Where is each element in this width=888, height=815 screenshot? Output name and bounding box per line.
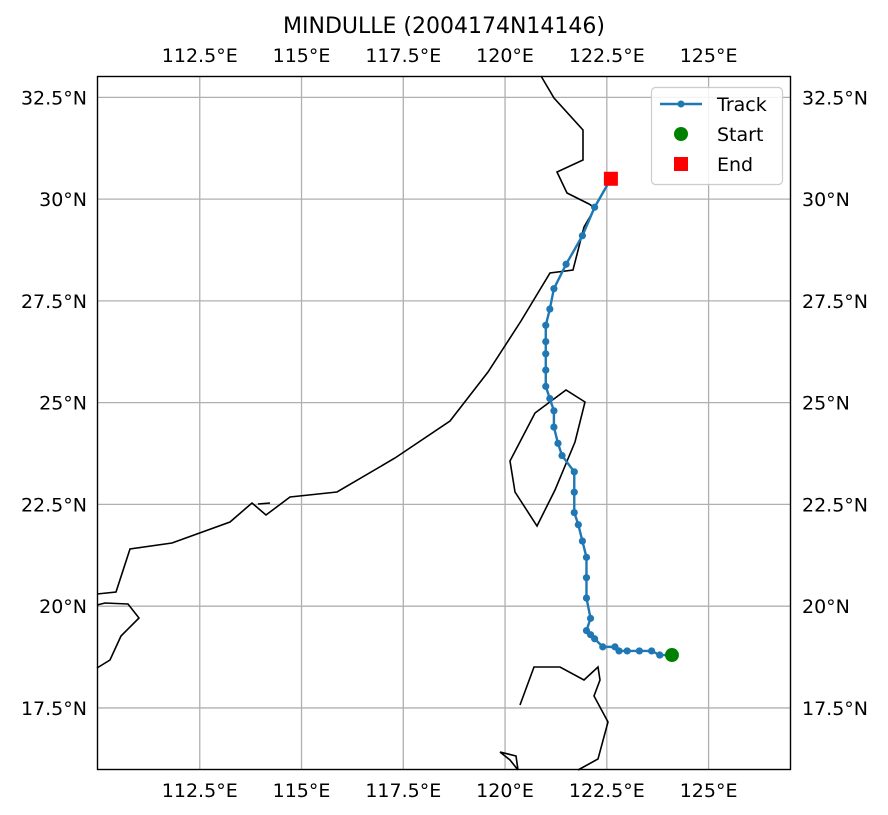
x-tick-label-bottom: 125°E: [680, 780, 738, 802]
x-tick-label-top: 115°E: [273, 45, 331, 67]
chart-title: MINDULLE (2004174N14146): [283, 14, 605, 39]
x-tick-label-top: 120°E: [476, 45, 534, 67]
track-point: [599, 643, 607, 651]
y-tick-label-right: 22.5°N: [802, 494, 868, 516]
track-point: [623, 647, 631, 655]
track-point: [542, 366, 550, 374]
y-tick-label-right: 20°N: [802, 596, 850, 618]
coastline-taiwan: [509, 389, 586, 528]
coastline-mainland: [96, 75, 597, 595]
legend-end-label: End: [717, 154, 753, 176]
legend-start-marker: [674, 127, 688, 141]
track-point: [570, 468, 578, 476]
track-point: [542, 350, 550, 358]
track-point: [648, 647, 656, 655]
coastline-luzon: [499, 665, 609, 771]
y-tick-label-right: 32.5°N: [802, 87, 868, 109]
x-tick-label-bottom: 112.5°E: [162, 780, 238, 802]
start-marker: [664, 648, 679, 663]
tick-labels: 112.5°E 112.5°E 115°E 115°E 117.5°E 117.5°E 12…: [21, 45, 868, 802]
x-tick-label-top: 117.5°E: [365, 45, 441, 67]
track-point: [554, 439, 562, 447]
track-point: [550, 407, 558, 415]
legend-end-marker: [674, 157, 688, 171]
y-tick-label-left: 32.5°N: [21, 87, 87, 109]
coastline-hainan: [96, 602, 141, 669]
track-line: [544, 178, 672, 657]
y-tick-label-left: 17.5°N: [21, 698, 87, 720]
track-point: [582, 553, 591, 561]
legend-track-label: Track: [716, 94, 767, 116]
x-tick-label-top: 125°E: [680, 45, 738, 67]
legend-start-label: Start: [717, 124, 763, 146]
x-tick-label-bottom: 122.5°E: [569, 780, 645, 802]
coastlines: [96, 75, 609, 771]
track-point: [582, 594, 591, 602]
y-tick-label-right: 27.5°N: [802, 291, 868, 313]
y-tick-label-left: 30°N: [39, 189, 87, 211]
track-point: [582, 627, 591, 635]
x-tick-label-bottom: 115°E: [273, 780, 331, 802]
track-point: [542, 382, 550, 390]
track-point: [542, 321, 550, 329]
track-point: [550, 285, 558, 293]
track-point: [611, 643, 619, 651]
legend-track-marker: [677, 100, 685, 108]
track-point: [635, 647, 643, 655]
track-point: [578, 537, 587, 545]
storm-track: [542, 171, 679, 663]
legend: Track Start End: [650, 86, 784, 186]
track-point: [574, 521, 582, 529]
track-point: [582, 574, 591, 582]
y-tick-label-left: 25°N: [39, 393, 87, 415]
track-point: [570, 508, 578, 517]
x-tick-label-bottom: 120°E: [476, 780, 534, 802]
track-point: [591, 203, 599, 211]
end-marker: [603, 171, 618, 186]
track-point: [562, 260, 570, 268]
track-point: [546, 394, 554, 403]
x-tick-label-bottom: 117.5°E: [365, 780, 441, 802]
y-tick-label-left: 20°N: [39, 596, 87, 618]
y-tick-label-left: 27.5°N: [21, 291, 87, 313]
track-point: [656, 651, 664, 659]
x-tick-label-top: 122.5°E: [569, 45, 645, 67]
track-point: [570, 488, 578, 496]
track-point: [542, 337, 550, 346]
y-tick-label-right: 30°N: [802, 189, 850, 211]
x-tick-label-top: 112.5°E: [162, 45, 238, 67]
y-tick-label-left: 22.5°N: [21, 494, 87, 516]
y-tick-label-right: 17.5°N: [802, 698, 868, 720]
track-point: [550, 423, 558, 431]
track-point: [558, 451, 566, 460]
track-point: [586, 614, 595, 622]
coastline-detail: [257, 502, 271, 505]
plot-frame: [96, 75, 792, 771]
track-point: [578, 232, 587, 240]
y-tick-label-right: 25°N: [802, 393, 850, 415]
track-point: [546, 305, 554, 313]
